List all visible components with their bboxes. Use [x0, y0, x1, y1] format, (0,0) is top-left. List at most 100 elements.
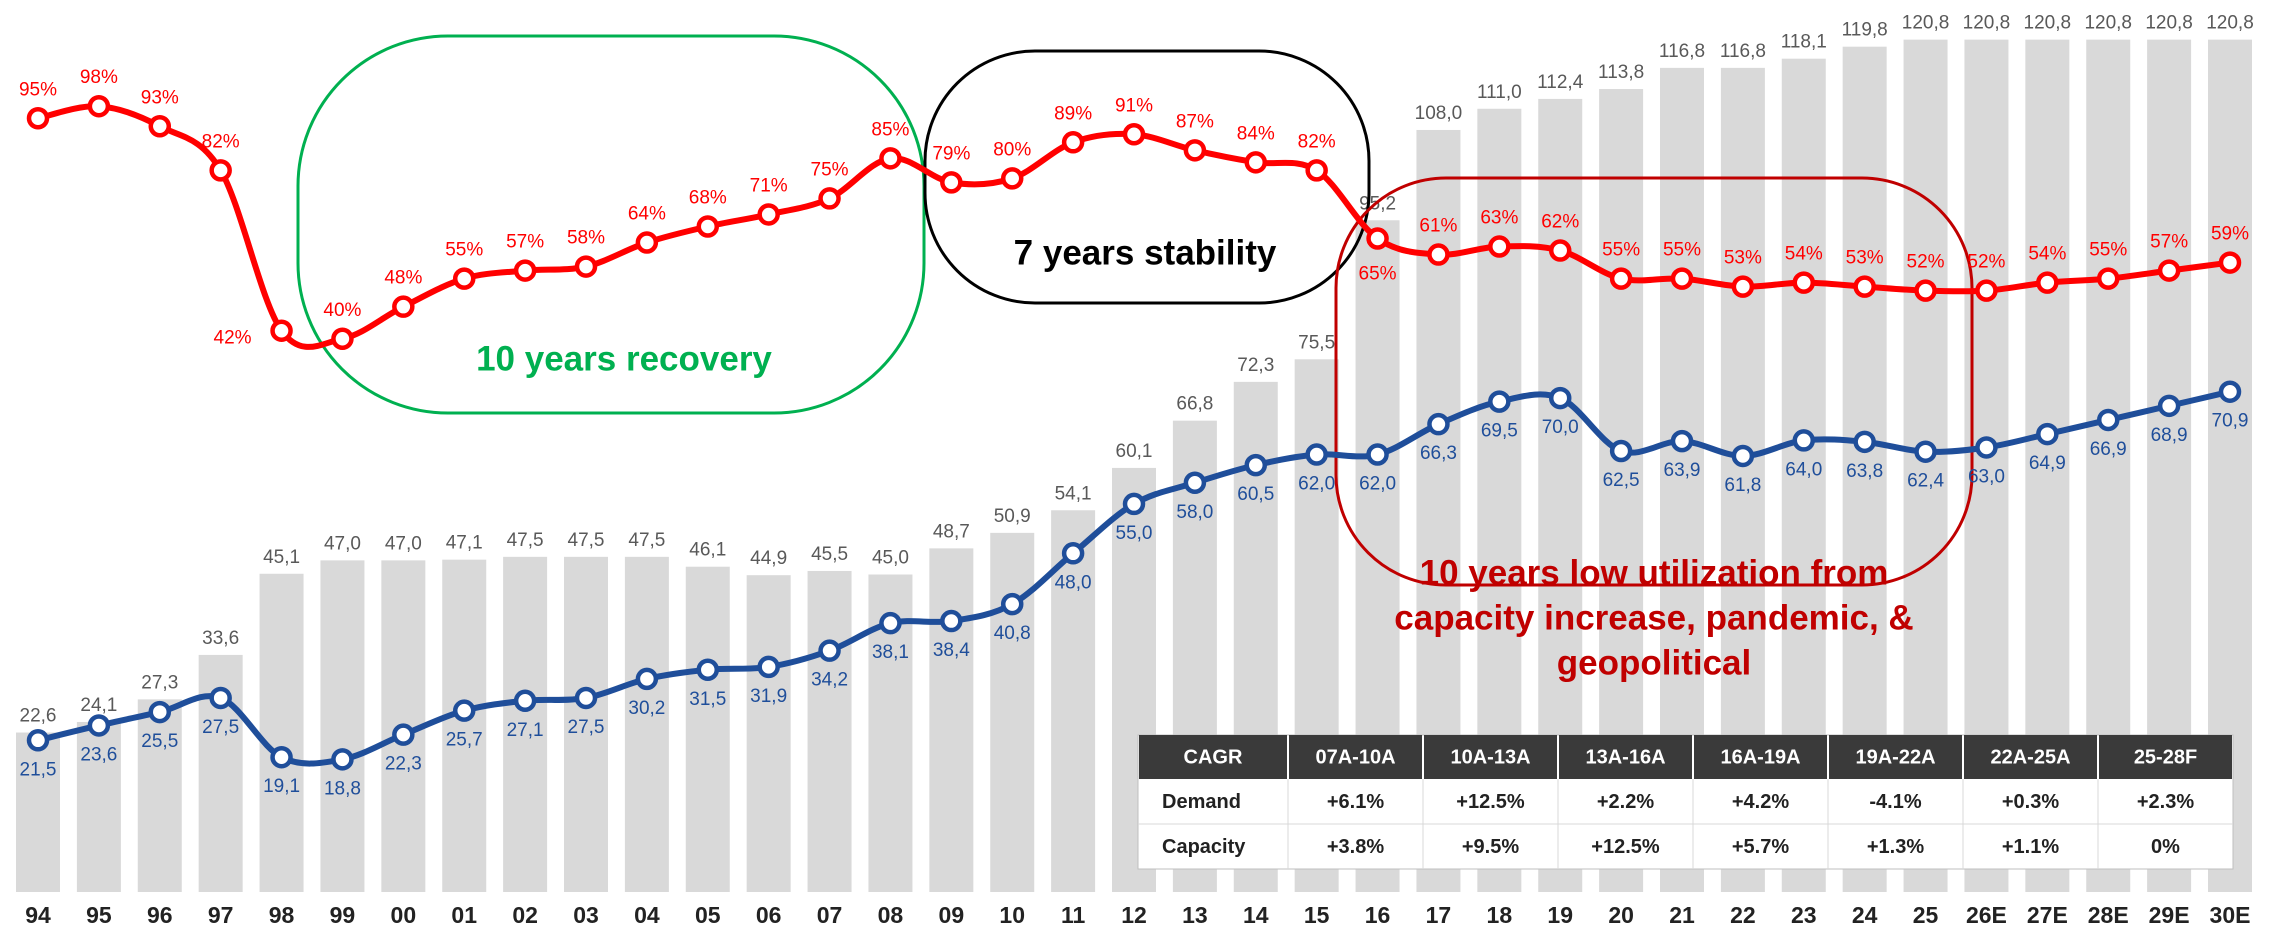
- x-tick-label: 27E: [2027, 902, 2068, 928]
- point: [331, 327, 354, 350]
- low-utilization-outline: [1334, 176, 1974, 587]
- point: [209, 159, 232, 182]
- bar-label: 60,1: [1116, 441, 1153, 462]
- point-label: 66,3: [1420, 443, 1457, 464]
- table-cell: Demand: [1162, 791, 1241, 813]
- x-tick-label: 95: [86, 902, 112, 928]
- point-label: 63,9: [1664, 460, 1701, 481]
- point: [1427, 412, 1450, 436]
- point: [2036, 422, 2059, 446]
- x-tick-label: 20: [1608, 902, 1634, 928]
- point-label: 58%: [567, 228, 605, 249]
- point: [940, 609, 963, 633]
- x-tick-label: 03: [573, 902, 599, 928]
- bar: [929, 548, 974, 892]
- recovery-outline: [296, 34, 926, 415]
- bar-label: 108,0: [1415, 103, 1463, 124]
- point: [1244, 151, 1268, 174]
- bar-label: 72,3: [1237, 355, 1274, 376]
- annotation-line: geopolitical: [1557, 643, 1751, 682]
- table-cell: 0%: [2151, 836, 2180, 858]
- point: [574, 686, 598, 710]
- point-label: 38,1: [872, 642, 909, 663]
- point-label: 68%: [689, 188, 727, 209]
- bar-label: 45,5: [811, 544, 848, 565]
- header-text: 22A-25A: [1990, 746, 2070, 768]
- header-cell: [1829, 735, 1962, 779]
- annotation: 10 years recovery: [476, 339, 772, 378]
- point: [1183, 139, 1207, 162]
- point-label: 66,9: [2090, 439, 2127, 460]
- x-tick-label: 97: [208, 902, 234, 928]
- x-tick-label: 16: [1365, 902, 1391, 928]
- point: [513, 689, 537, 713]
- point: [1427, 243, 1450, 266]
- line: [37, 103, 2231, 350]
- point: [1975, 436, 1998, 459]
- x-tick-label: 04: [634, 902, 660, 928]
- point-label: 69,5: [1481, 421, 1518, 442]
- point-label: 19,1: [263, 776, 300, 797]
- point-label: 25,5: [141, 731, 178, 752]
- point: [392, 295, 415, 318]
- x-tick-label: 09: [939, 902, 965, 928]
- point: [1305, 159, 1328, 182]
- point: [1792, 429, 1816, 452]
- point-label: 71%: [750, 175, 788, 196]
- point: [2036, 271, 2059, 294]
- point: [2157, 394, 2181, 418]
- table-cell: +12.5%: [1591, 836, 1660, 858]
- point: [1366, 443, 1389, 466]
- x-tick-label: 10: [999, 902, 1025, 928]
- bar-label: 66,8: [1176, 394, 1213, 415]
- bar-label: 48,7: [933, 521, 970, 542]
- point-label: 61%: [1419, 216, 1457, 237]
- point: [2218, 251, 2242, 274]
- bar-label: 120,8: [1902, 13, 1950, 34]
- point-label: 62,0: [1359, 474, 1396, 495]
- annotation-line: capacity increase, pandemic, &: [1394, 598, 1913, 637]
- bar: [624, 556, 669, 892]
- x-tick-label: 98: [269, 902, 295, 928]
- point-label: 70,9: [2212, 411, 2249, 432]
- point-label: 27,5: [568, 717, 605, 738]
- bar-label: 27,3: [141, 672, 178, 693]
- bar-label: 112,4: [1537, 72, 1584, 93]
- point-label: 53%: [1846, 248, 1884, 269]
- bar-label: 47,0: [324, 533, 361, 554]
- point: [87, 94, 111, 118]
- bar: [685, 566, 730, 892]
- x-tick-label: 23: [1791, 902, 1817, 928]
- point: [1000, 592, 1024, 616]
- x-tick-label: 99: [330, 902, 356, 928]
- point-label: 62,0: [1298, 474, 1335, 495]
- point: [1853, 430, 1876, 454]
- point: [452, 267, 476, 290]
- point: [148, 115, 172, 138]
- bar: [320, 560, 365, 892]
- point-label: 40,8: [994, 623, 1031, 644]
- point: [1366, 227, 1389, 250]
- point: [452, 699, 476, 722]
- point: [1488, 235, 1511, 258]
- x-tick-label: 21: [1669, 902, 1695, 928]
- point-label: 48%: [384, 268, 422, 289]
- header-cell: [1424, 735, 1557, 779]
- table-cell: Capacity: [1162, 836, 1246, 858]
- bar-label: 22,6: [20, 706, 57, 727]
- bar-label: 47,5: [568, 530, 605, 551]
- x-tick-label: 15: [1304, 902, 1330, 928]
- header-cell: [1289, 735, 1422, 779]
- point-label: 62,4: [1907, 471, 1944, 492]
- point-label: 31,9: [750, 686, 787, 707]
- point: [696, 658, 720, 681]
- point-label: 38,4: [933, 640, 970, 661]
- bar-label: 50,9: [994, 506, 1031, 527]
- point: [1548, 386, 1572, 410]
- point-label: 63,0: [1968, 466, 2005, 487]
- point-label: 40%: [323, 300, 361, 321]
- point: [635, 231, 659, 254]
- bar-label: 46,1: [689, 540, 726, 561]
- bar: [442, 559, 487, 892]
- point: [1731, 275, 1755, 298]
